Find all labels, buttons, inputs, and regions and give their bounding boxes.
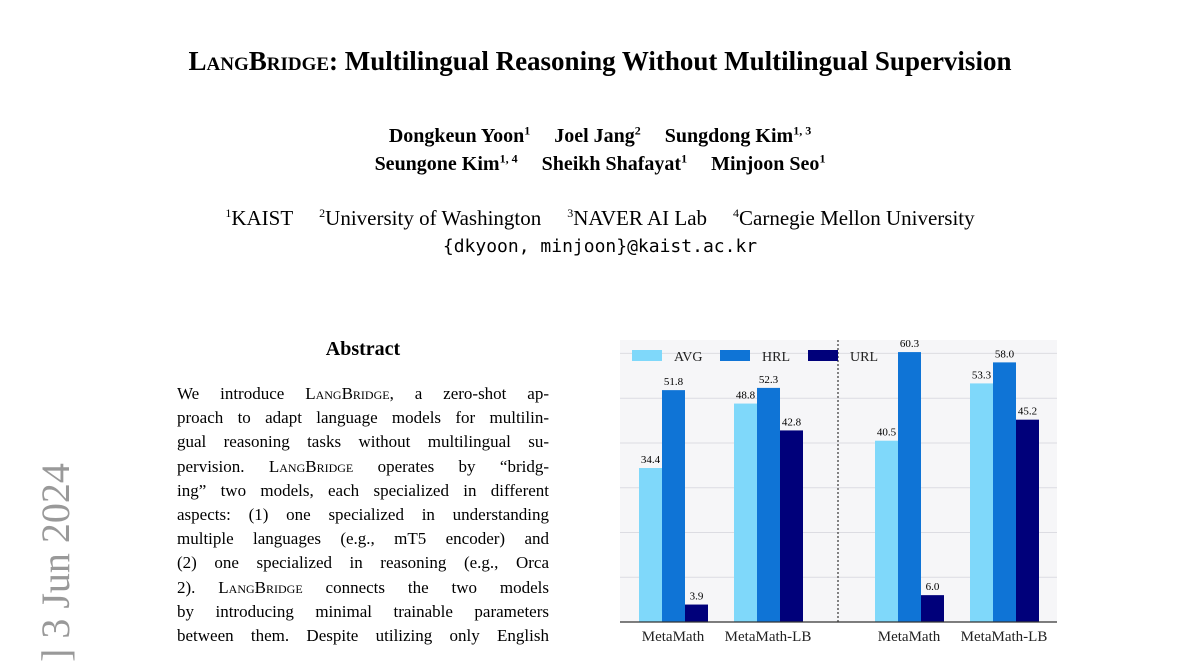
- affiliation-name: NAVER AI Lab: [573, 206, 708, 230]
- value-label: 42.8: [782, 416, 802, 428]
- value-label: 45.2: [1018, 406, 1037, 418]
- affiliation-name: University of Washington: [325, 206, 542, 230]
- author: Sheikh Shafayat1: [541, 151, 688, 175]
- abstract-line: 2). LangBridge connects the two models: [177, 577, 549, 597]
- affiliation-name: KAIST: [231, 206, 294, 230]
- abstract-line: aspects: (1) one specialized in understa…: [177, 505, 549, 524]
- bar: [921, 595, 944, 622]
- abstract-line: gual reasoning tasks without multilingua…: [177, 432, 549, 452]
- value-label: 51.8: [664, 376, 684, 388]
- affiliation-mark: 3: [567, 206, 574, 220]
- legend-label: HRL: [762, 350, 790, 365]
- value-label: 3.9: [690, 591, 704, 603]
- abstract-heading: Abstract: [325, 338, 401, 360]
- legend-label: URL: [850, 350, 878, 365]
- x-tick-label: MetaMath: [878, 629, 941, 645]
- abstract-line: between them. Despite utilizing only Eng…: [177, 626, 549, 645]
- author: Minjoon Seo1: [711, 151, 826, 175]
- author-name: Seungone Kim: [374, 152, 500, 175]
- author-affiliation: 1: [524, 123, 531, 137]
- author-name: Dongkeun Yoon: [388, 124, 525, 147]
- author-affiliation: 2: [634, 123, 641, 137]
- abstract-line: ing” two models, each specialized in dif…: [177, 480, 549, 500]
- author-affiliation: 1: [819, 151, 826, 165]
- bar: [734, 403, 757, 622]
- author-affiliation: 1, 4: [499, 151, 518, 165]
- affiliation: 1KAIST: [225, 206, 293, 230]
- bar: [780, 430, 803, 622]
- affiliation-mark: 4: [733, 206, 740, 220]
- legend-swatch: [632, 350, 662, 361]
- abstract-line: multiple languages (e.g., mT5 encoder) a…: [177, 529, 549, 549]
- chart: 34.4 48.8 40.5 53.3 51.8 52.3 60.3 58.0 3.9 42.8 6…: [620, 338, 1057, 645]
- bar: [1016, 419, 1039, 622]
- bar: [875, 440, 898, 622]
- page: LangBridge: Multilingual Reasoning Witho…: [0, 46, 1200, 662]
- affiliation: 4Carnegie Mellon University: [733, 206, 975, 230]
- x-tick-label: MetaMath: [642, 629, 705, 645]
- affiliations: 1KAIST 2University of Washington 3NAVER AI…: [0, 206, 1200, 231]
- bar: [662, 390, 685, 622]
- paper-title: LangBridge: Multilingual Reasoning Witho…: [0, 46, 1200, 77]
- value-label: 34.4: [641, 454, 661, 466]
- x-tick-label: MetaMath-LB: [961, 629, 1048, 645]
- affiliation: 2University of Washington: [319, 206, 541, 230]
- bar: [685, 604, 708, 622]
- legend-swatch: [808, 350, 838, 361]
- abstract-line: by introducing minimal trainable paramet…: [177, 601, 549, 621]
- value-label: 58.0: [995, 348, 1015, 360]
- abstract-line: proach to adapt language models for mult…: [177, 408, 549, 428]
- bar: [639, 468, 662, 622]
- author: Seungone Kim1, 4: [374, 151, 518, 175]
- bar: [757, 387, 780, 622]
- bar: [898, 352, 921, 622]
- affiliation: 3NAVER AI Lab: [567, 206, 707, 230]
- author: Dongkeun Yoon1: [388, 123, 531, 147]
- title-name: LangBridge: [188, 46, 330, 76]
- author-affiliation: 1, 3: [793, 123, 812, 137]
- affiliation-mark: 1: [225, 206, 232, 220]
- email: {dkyoon, minjoon}@kaist.ac.kr: [442, 236, 758, 257]
- bar: [970, 383, 993, 622]
- author-name: Sungdong Kim: [664, 124, 794, 147]
- author-name: Joel Jang: [554, 124, 635, 147]
- bar: [993, 362, 1016, 622]
- abstract-line: pervision. LangBridge operates by “bridg…: [177, 456, 549, 476]
- x-tick-label: MetaMath-LB: [725, 629, 812, 645]
- abstract-line: (2) one specialized in reasoning (e.g., …: [177, 553, 549, 573]
- value-label: 53.3: [972, 369, 992, 381]
- author-name: Sheikh Shafayat: [541, 152, 682, 175]
- legend-swatch: [720, 350, 750, 361]
- value-label: 6.0: [926, 581, 940, 593]
- author: Joel Jang2: [554, 123, 641, 147]
- affiliation-mark: 2: [319, 206, 326, 220]
- author-name: Minjoon Seo: [711, 152, 820, 175]
- author-affiliation: 1: [681, 151, 688, 165]
- affiliation-name: Carnegie Mellon University: [739, 206, 975, 230]
- author-row: Dongkeun Yoon1 Joel Jang2 Sungdong Kim1, 3: [0, 123, 1200, 148]
- value-label: 60.3: [900, 338, 920, 350]
- value-label: 40.5: [877, 427, 897, 439]
- author: Sungdong Kim1, 3: [664, 123, 812, 147]
- author-row: Seungone Kim1, 4 Sheikh Shafayat1 Minjoon …: [0, 151, 1200, 176]
- title-rest: : Multilingual Reasoning Without Multili…: [329, 46, 1012, 76]
- value-label: 52.3: [759, 374, 779, 386]
- legend-label: AVG: [674, 350, 703, 365]
- abstract-line: We introduce LangBridge, a zero-shot ap-: [177, 384, 549, 403]
- value-label: 48.8: [736, 390, 756, 402]
